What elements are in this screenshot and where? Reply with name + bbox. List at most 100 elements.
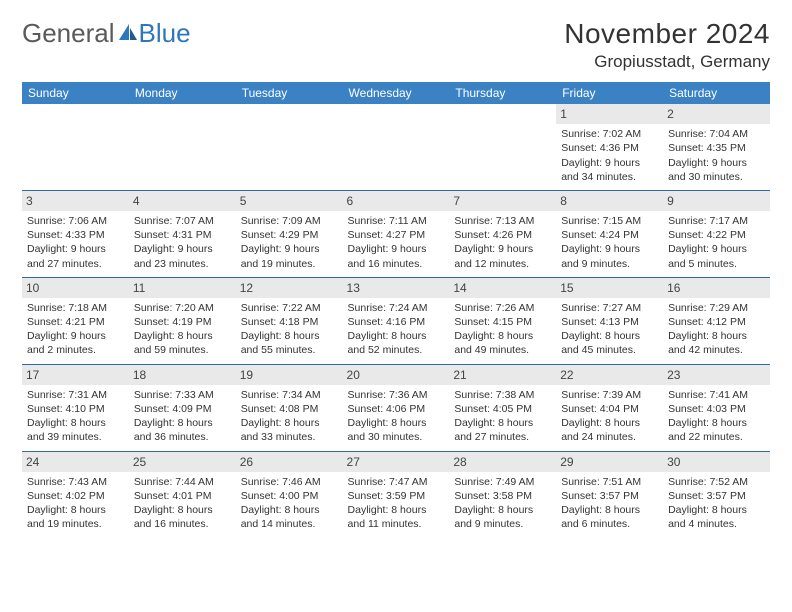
calendar-day-cell: 21 Sunrise: 7:38 AMSunset: 4:05 PMDayligh…: [449, 364, 556, 451]
daylight-text: Daylight: 8 hours and 19 minutes.: [27, 503, 124, 531]
calendar-week-row: 1 Sunrise: 7:02 AMSunset: 4:36 PM Daylight…: [22, 104, 770, 190]
day-number: 3: [22, 191, 129, 211]
day-number: 17: [22, 365, 129, 385]
weekday-header: Thursday: [449, 82, 556, 104]
sunset-text: Sunset: 4:36 PM: [561, 141, 658, 155]
calendar-week-row: 24Sunrise: 7:43 AMSunset: 4:02 PMDayligh…: [22, 451, 770, 537]
day-number: 19: [236, 365, 343, 385]
daylight-text: Daylight: 8 hours and 14 minutes.: [241, 503, 338, 531]
calendar-day-cell: 22Sunrise: 7:39 AMSunset: 4:04 PMDayligh…: [556, 364, 663, 451]
daylight-text: Daylight: 9 hours and 16 minutes.: [348, 242, 445, 270]
daylight-text: Daylight: 8 hours and 27 minutes.: [454, 416, 551, 444]
day-number: 27: [343, 452, 450, 472]
daylight-text: Daylight: 9 hours and 27 minutes.: [27, 242, 124, 270]
sunset-text: Sunset: 3:59 PM: [348, 489, 445, 503]
sunset-text: Sunset: 4:09 PM: [134, 402, 231, 416]
daylight-text: Daylight: 9 hours and 12 minutes.: [454, 242, 551, 270]
calendar-day-cell: 6Sunrise: 7:11 AMSunset: 4:27 PMDaylight…: [343, 190, 450, 277]
daylight-text: Daylight: 8 hours and 42 minutes.: [668, 329, 765, 357]
sunset-text: Sunset: 4:21 PM: [27, 315, 124, 329]
calendar-day-cell: 8Sunrise: 7:15 AMSunset: 4:24 PMDaylight…: [556, 190, 663, 277]
daylight-text: Daylight: 8 hours and 59 minutes.: [134, 329, 231, 357]
calendar-day-cell: 10Sunrise: 7:18 AMSunset: 4:21 PMDayligh…: [22, 277, 129, 364]
daylight-text: Daylight: 8 hours and 45 minutes.: [561, 329, 658, 357]
day-number: 18: [129, 365, 236, 385]
sunset-text: Sunset: 3:57 PM: [561, 489, 658, 503]
calendar-day-cell: 1Sunrise: 7:02 AMSunset: 4:36 PMDaylight…: [556, 104, 663, 190]
sunrise-text: Sunrise: 7:33 AM: [134, 388, 231, 402]
sunset-text: Sunset: 4:33 PM: [27, 228, 124, 242]
calendar-day-cell: 17Sunrise: 7:31 AMSunset: 4:10 PMDayligh…: [22, 364, 129, 451]
day-number: 25: [129, 452, 236, 472]
logo-text-1: General: [22, 18, 115, 49]
sunrise-text: Sunrise: 7:29 AM: [668, 301, 765, 315]
day-number: 23: [663, 365, 770, 385]
weekday-header: Wednesday: [343, 82, 450, 104]
calendar-day-cell: 14Sunrise: 7:26 AMSunset: 4:15 PMDayligh…: [449, 277, 556, 364]
sunset-text: Sunset: 4:22 PM: [668, 228, 765, 242]
sunset-text: Sunset: 4:05 PM: [454, 402, 551, 416]
day-number: 16: [663, 278, 770, 298]
daylight-text: Daylight: 9 hours and 5 minutes.: [668, 242, 765, 270]
day-number: 26: [236, 452, 343, 472]
sunrise-text: Sunrise: 7:06 AM: [27, 214, 124, 228]
weekday-header: Friday: [556, 82, 663, 104]
daylight-text: Daylight: 8 hours and 52 minutes.: [348, 329, 445, 357]
daylight-text: Daylight: 8 hours and 4 minutes.: [668, 503, 765, 531]
calendar-day-cell: 15Sunrise: 7:27 AMSunset: 4:13 PMDayligh…: [556, 277, 663, 364]
day-number: 28: [449, 452, 556, 472]
sunrise-text: Sunrise: 7:27 AM: [561, 301, 658, 315]
sunrise-text: Sunrise: 7:44 AM: [134, 475, 231, 489]
calendar-day-cell: 29Sunrise: 7:51 AMSunset: 3:57 PMDayligh…: [556, 451, 663, 537]
sunset-text: Sunset: 4:12 PM: [668, 315, 765, 329]
day-number: 24: [22, 452, 129, 472]
sunset-text: Sunset: 4:19 PM: [134, 315, 231, 329]
calendar-day-cell: 13Sunrise: 7:24 AMSunset: 4:16 PMDayligh…: [343, 277, 450, 364]
sunset-text: Sunset: 4:24 PM: [561, 228, 658, 242]
daylight-text: Daylight: 8 hours and 36 minutes.: [134, 416, 231, 444]
daylight-text: Daylight: 9 hours and 19 minutes.: [241, 242, 338, 270]
sunrise-text: Sunrise: 7:31 AM: [27, 388, 124, 402]
sunrise-text: Sunrise: 7:18 AM: [27, 301, 124, 315]
title-block: November 2024 Gropiusstadt, Germany: [564, 18, 770, 72]
sunrise-text: Sunrise: 7:43 AM: [27, 475, 124, 489]
sunrise-text: Sunrise: 7:52 AM: [668, 475, 765, 489]
day-number: 5: [236, 191, 343, 211]
daylight-text: Daylight: 9 hours and 30 minutes.: [668, 156, 765, 184]
calendar-day-cell: [343, 104, 450, 190]
calendar-day-cell: 30Sunrise: 7:52 AMSunset: 3:57 PMDayligh…: [663, 451, 770, 537]
day-number: 29: [556, 452, 663, 472]
calendar-day-cell: [449, 104, 556, 190]
calendar-day-cell: 20Sunrise: 7:36 AMSunset: 4:06 PMDayligh…: [343, 364, 450, 451]
calendar-day-cell: 25Sunrise: 7:44 AMSunset: 4:01 PMDayligh…: [129, 451, 236, 537]
calendar-day-cell: 24Sunrise: 7:43 AMSunset: 4:02 PMDayligh…: [22, 451, 129, 537]
weekday-header: Sunday: [22, 82, 129, 104]
month-title: November 2024: [564, 18, 770, 50]
calendar-day-cell: 28Sunrise: 7:49 AMSunset: 3:58 PMDayligh…: [449, 451, 556, 537]
sunrise-text: Sunrise: 7:04 AM: [668, 127, 765, 141]
sunset-text: Sunset: 4:26 PM: [454, 228, 551, 242]
sunset-text: Sunset: 4:31 PM: [134, 228, 231, 242]
sunrise-text: Sunrise: 7:39 AM: [561, 388, 658, 402]
day-number: 22: [556, 365, 663, 385]
day-number: 1: [556, 104, 663, 124]
sunrise-text: Sunrise: 7:22 AM: [241, 301, 338, 315]
logo-sail-icon: [117, 22, 139, 42]
sunrise-text: Sunrise: 7:02 AM: [561, 127, 658, 141]
daylight-text: Daylight: 8 hours and 6 minutes.: [561, 503, 658, 531]
sunset-text: Sunset: 4:13 PM: [561, 315, 658, 329]
day-number: 21: [449, 365, 556, 385]
sunset-text: Sunset: 4:27 PM: [348, 228, 445, 242]
day-number: 10: [22, 278, 129, 298]
sunrise-text: Sunrise: 7:38 AM: [454, 388, 551, 402]
calendar-week-row: 10 Sunrise: 7:18 AMSunset: 4:21 PM Dayligh…: [22, 277, 770, 364]
weekday-header: Saturday: [663, 82, 770, 104]
sunset-text: Sunset: 4:10 PM: [27, 402, 124, 416]
sunrise-text: Sunrise: 7:41 AM: [668, 388, 765, 402]
sunrise-text: Sunrise: 7:26 AM: [454, 301, 551, 315]
daylight-text: Daylight: 8 hours and 16 minutes.: [134, 503, 231, 531]
daylight-text: Daylight: 8 hours and 55 minutes.: [241, 329, 338, 357]
day-number: 14: [449, 278, 556, 298]
day-number: 2: [663, 104, 770, 124]
calendar-day-cell: 4Sunrise: 7:07 AMSunset: 4:31 PMDaylight…: [129, 190, 236, 277]
